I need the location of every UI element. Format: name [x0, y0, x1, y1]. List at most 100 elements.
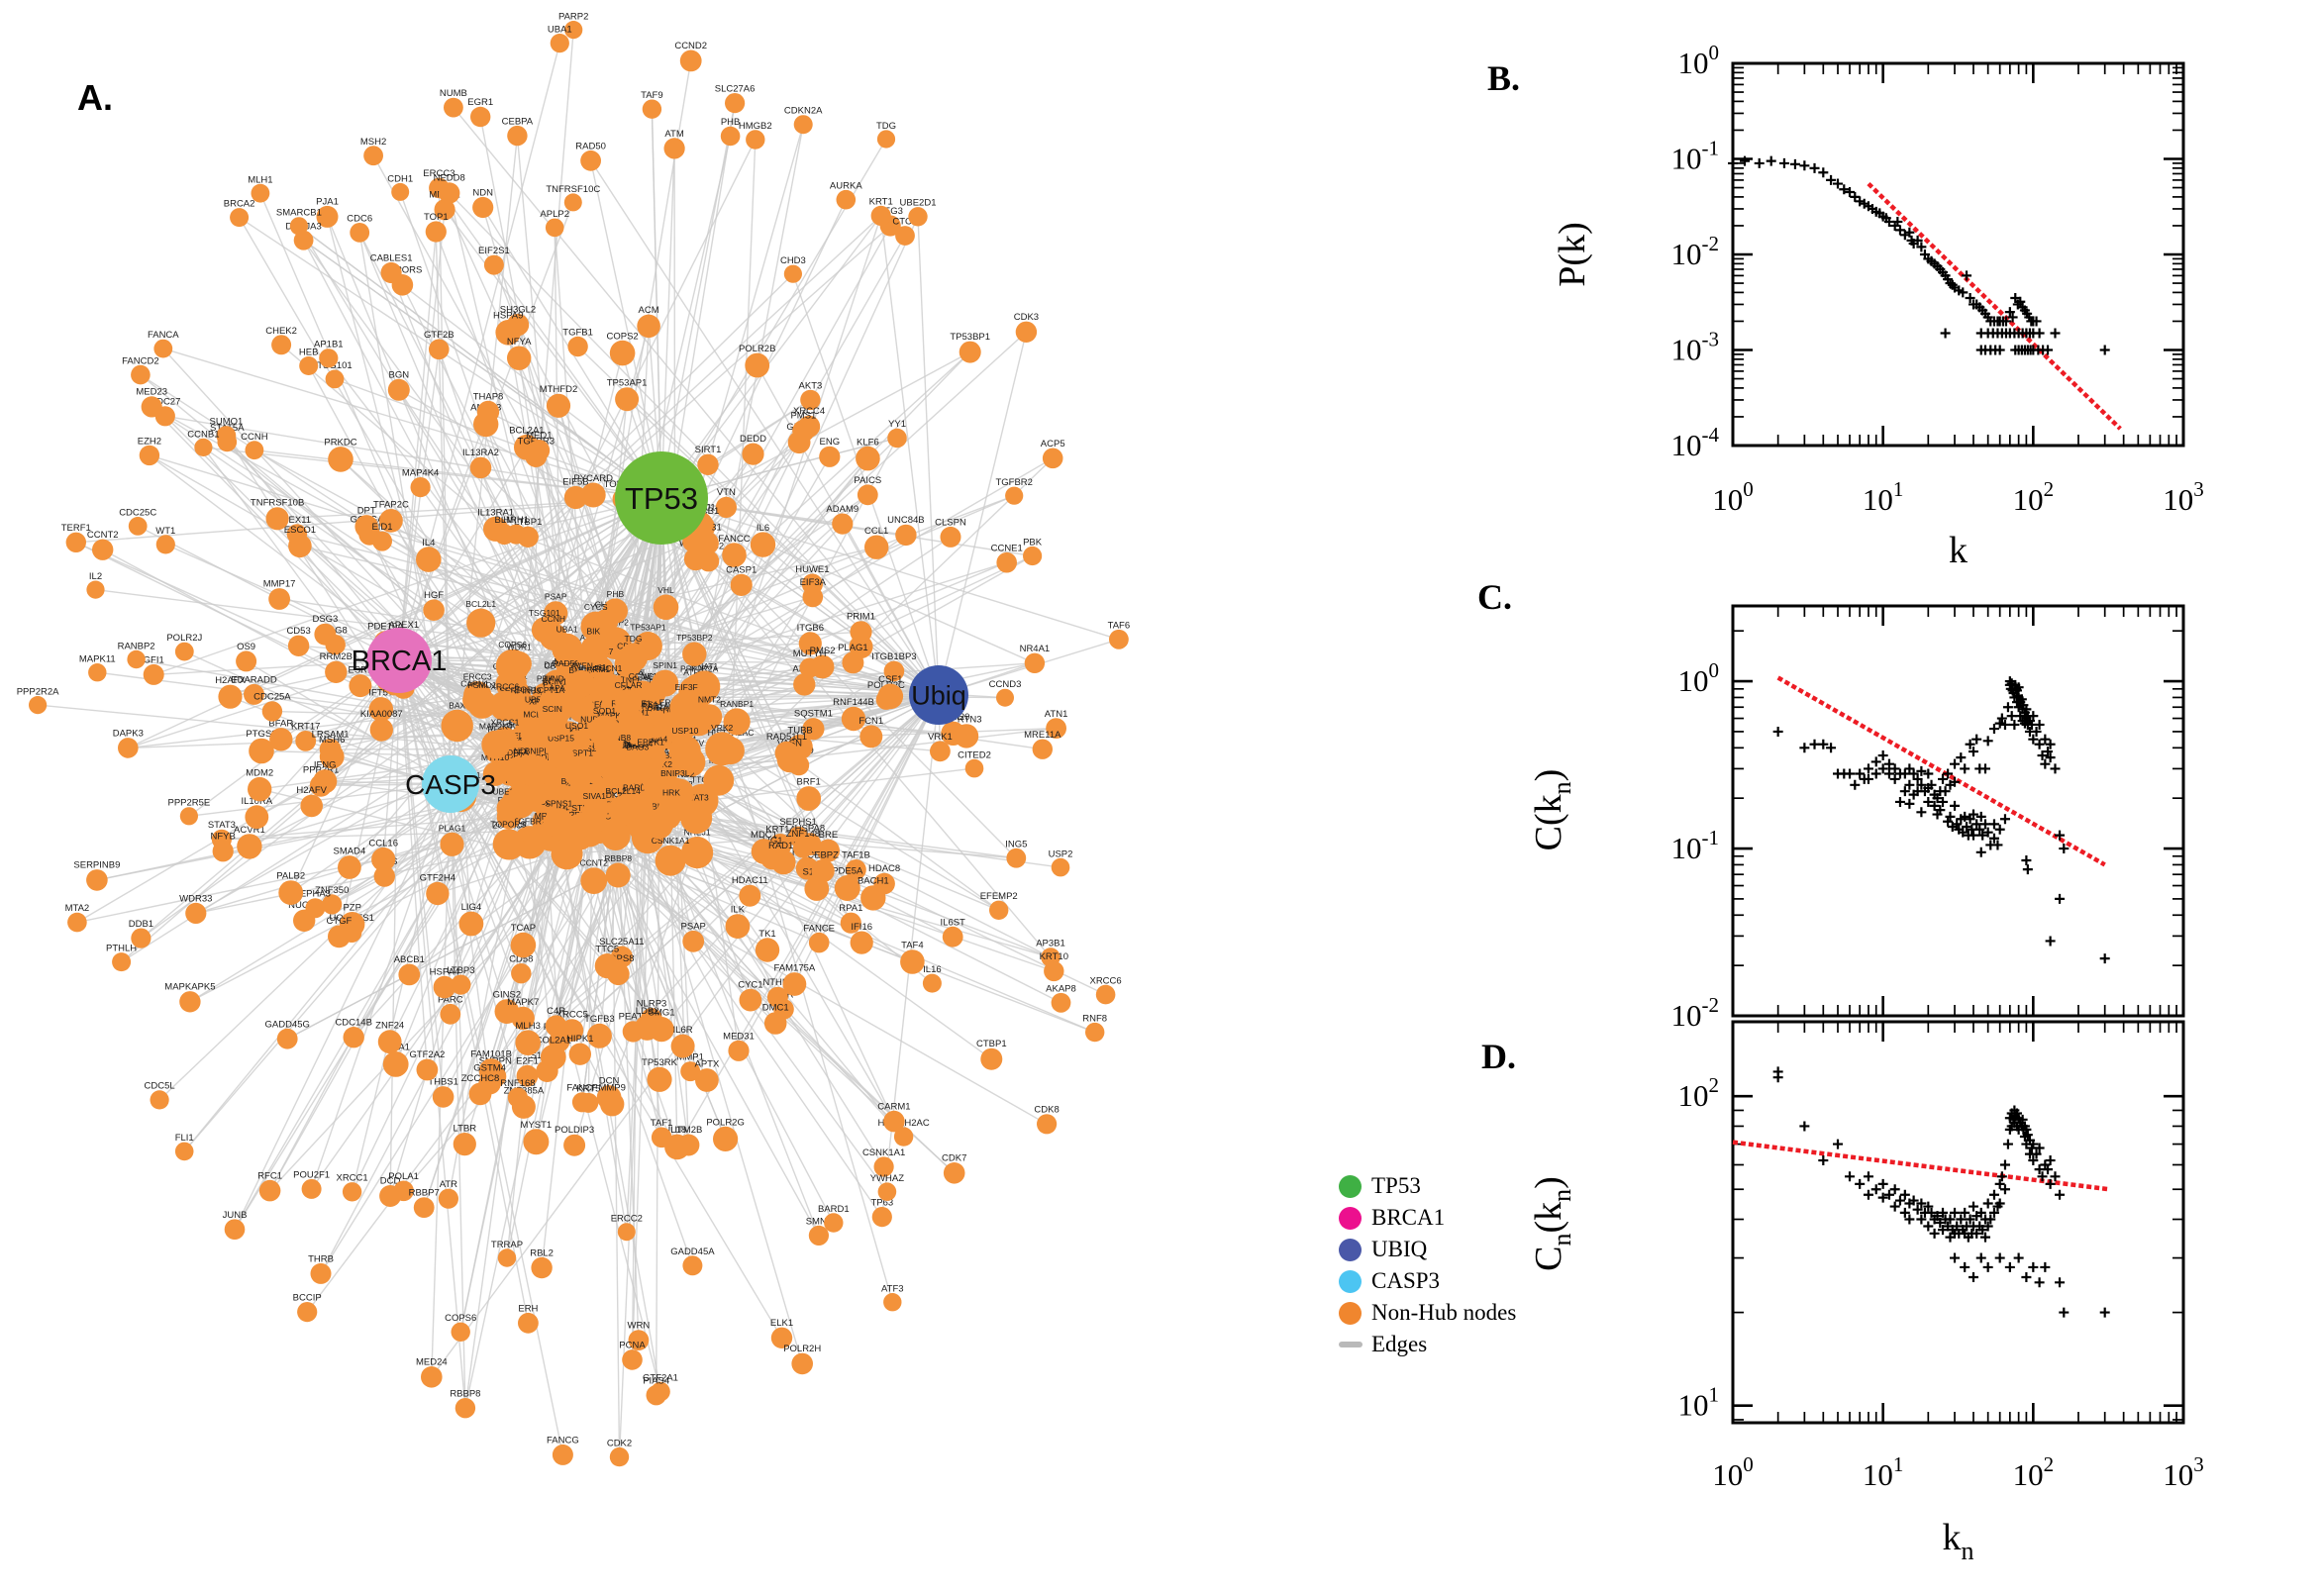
data-point [1971, 734, 1982, 745]
data-point [1870, 1184, 1881, 1195]
data-point [1962, 270, 1972, 281]
network-edge [162, 348, 662, 499]
data-point [1870, 768, 1881, 779]
network-edge [453, 107, 940, 696]
legend-item-edges: Edges [1339, 1329, 1516, 1360]
axis-tick-label: 10-1 [1671, 137, 1720, 176]
data-point [1894, 796, 1905, 807]
network-edge [226, 441, 553, 786]
data-point [1999, 1184, 2010, 1195]
network-edge [221, 816, 510, 841]
network-edge [450, 783, 783, 1339]
y-axis-title-d: Cn​(kn​) [1528, 1176, 1576, 1271]
network-edge [137, 525, 400, 661]
network-edge [656, 825, 660, 1396]
axis-tick-label: 10-2 [1671, 993, 1720, 1033]
data-point [1988, 724, 1999, 735]
network-edge [541, 832, 591, 1268]
axis-tick-label: 101 [1678, 1383, 1720, 1423]
data-point [1740, 155, 1751, 166]
data-point [1899, 1189, 1910, 1200]
network-edge [651, 109, 662, 499]
axis-tick-label: 102 [1678, 1073, 1720, 1113]
network-edge [234, 783, 452, 1231]
data-point [1923, 1221, 1934, 1232]
data-point [1889, 773, 1900, 784]
axis-tick-label: 10-4 [1671, 423, 1720, 462]
plot-frame [1731, 1020, 2185, 1425]
legend-label: UBIQ [1371, 1237, 1428, 1261]
data-point [2099, 1307, 2110, 1318]
network-edge [449, 192, 940, 696]
data-point [2002, 702, 2013, 713]
data-point [1943, 816, 1954, 827]
data-point [1950, 758, 1961, 769]
network-edge [75, 542, 563, 782]
data-point [1883, 758, 1894, 769]
data-point [2021, 1271, 2032, 1282]
legend-label: CASP3 [1371, 1268, 1441, 1293]
data-point [2022, 864, 2033, 875]
data-point [2043, 345, 2054, 355]
panel-label-a: A. [77, 77, 113, 118]
data-point [2006, 711, 2017, 722]
legend-node-swatch [1339, 1174, 1362, 1198]
network-edge [683, 760, 895, 1122]
legend-label: Non-Hub nodes [1371, 1300, 1517, 1325]
fit-line [1867, 181, 2122, 431]
data-point [2055, 1277, 2066, 1288]
data-point [2034, 328, 2045, 339]
legend-label: BRCA1 [1371, 1205, 1446, 1230]
axis-tick-label: 10-1 [1671, 826, 1720, 865]
network-edge [660, 497, 1017, 859]
data-point [1863, 763, 1873, 774]
data-point [1960, 763, 1970, 774]
data-points [1772, 676, 2110, 964]
panel-label-d: D. [1481, 1037, 1516, 1076]
data-points [1772, 1066, 2110, 1318]
network-edge [225, 435, 524, 800]
network-edge [938, 332, 1028, 696]
panel-label-c: C. [1477, 577, 1512, 617]
data-point [1950, 800, 1961, 811]
network-edge [480, 466, 700, 691]
data-point [1904, 798, 1915, 809]
network-edge [76, 665, 514, 924]
network-edge [398, 659, 549, 1072]
network-edge [444, 209, 662, 499]
network-edge [398, 231, 437, 661]
data-point [1956, 752, 1967, 763]
data-point [1940, 786, 1951, 797]
axis-tick-label: 10-2 [1671, 232, 1720, 271]
axis-tick-label: 102 [2013, 1452, 2055, 1492]
data-point [1789, 158, 1800, 169]
data-point [1979, 763, 1990, 774]
data-point [1833, 1139, 1844, 1149]
plot-frame [1731, 604, 2185, 1018]
network-edge [164, 415, 482, 624]
data-point [1845, 1171, 1856, 1182]
data-point [1996, 1171, 2007, 1182]
data-point [1799, 160, 1810, 171]
axis-tick-label: 102 [2013, 477, 2055, 517]
network-edge [151, 406, 400, 661]
data-point [1994, 824, 2005, 835]
network-edge [140, 662, 520, 940]
data-point [2002, 1139, 2013, 1149]
data-point [1850, 779, 1861, 790]
network-edge [696, 851, 752, 1001]
data-point [1968, 830, 1978, 841]
data-point [2040, 734, 2051, 745]
legend-item-tp53: TP53 [1339, 1170, 1516, 1202]
legend-node-swatch [1339, 1206, 1362, 1230]
data-point [1754, 157, 1765, 168]
axis-tick-label: 101 [1863, 1452, 1904, 1492]
plot-frame [1731, 61, 2185, 448]
axis-tick-label: 100 [1678, 658, 1720, 698]
network-edge [140, 497, 662, 940]
data-point [1945, 811, 1956, 822]
data-point [1982, 1261, 1993, 1272]
network-edge [334, 378, 662, 499]
network-edge [398, 349, 440, 661]
